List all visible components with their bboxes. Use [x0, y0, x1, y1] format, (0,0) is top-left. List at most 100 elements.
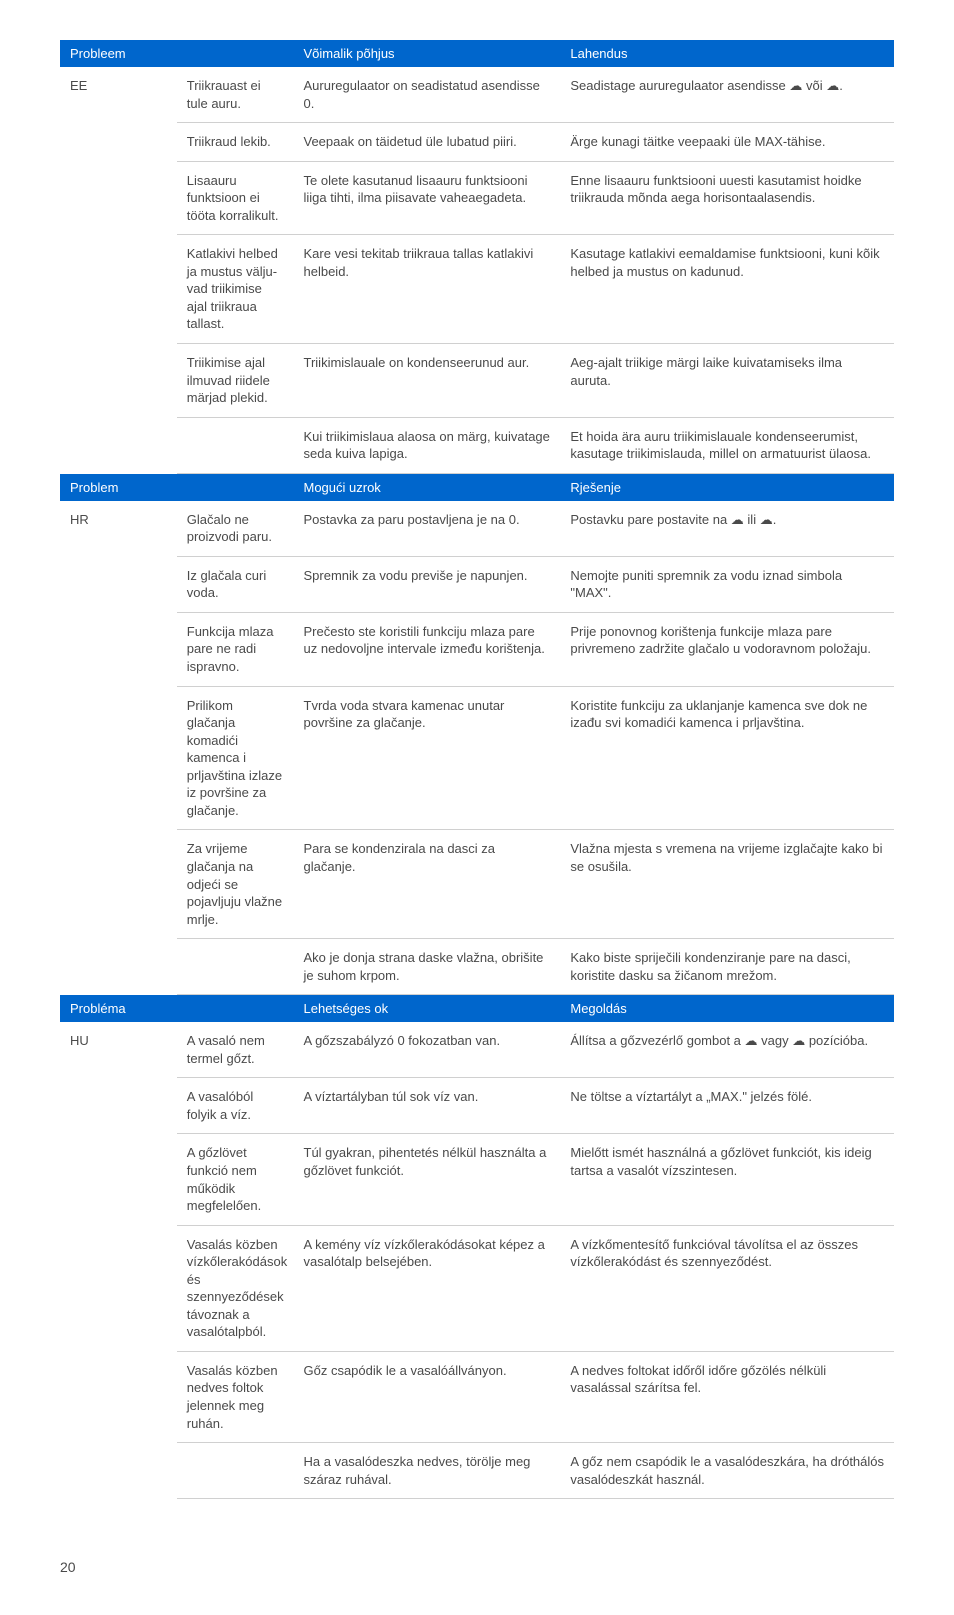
table-cell: Mielőtt ismét használná a gőzlövet funkc…	[560, 1134, 894, 1225]
table-cell: A nedves foltokat időről időre gőzölés n…	[560, 1351, 894, 1442]
table-cell: Ha a vasalódeszka nedves, törölje meg sz…	[294, 1443, 561, 1499]
table-cell: Veepaak on täidetud üle lubatud piiri.	[294, 123, 561, 162]
table-cell: Koristite funkciju za uklanjanje kamenca…	[560, 686, 894, 830]
table-cell: Ärge kunagi täitke veepaaki üle MAX-tähi…	[560, 123, 894, 162]
table-row: EETriikrauast ei tule auru.Aururegulaato…	[60, 67, 894, 123]
table-row: Vasalás közben vízkőlerakódások és szenn…	[60, 1225, 894, 1351]
table-row: Ako je donja strana daske vlažna, obriši…	[60, 939, 894, 995]
page-number: 20	[60, 1559, 894, 1575]
column-header: Probleem	[60, 40, 294, 67]
country-code	[60, 686, 177, 830]
table-row: Ha a vasalódeszka nedves, törölje meg sz…	[60, 1443, 894, 1499]
country-code	[60, 235, 177, 344]
table-cell: A vízkőmentesítő funkcióval távolítsa el…	[560, 1225, 894, 1351]
table-cell: A kemény víz vízkőlerakódásokat képez a …	[294, 1225, 561, 1351]
country-code	[60, 1351, 177, 1442]
table-cell: Prečesto ste koristili funkciju mla­za p…	[294, 612, 561, 686]
table-row: HUA vasaló nem termel gőzt.A gőzszabályz…	[60, 1022, 894, 1078]
table-cell: Funkcija mlaza pare ne radi ispravno.	[177, 612, 294, 686]
table-cell: Vasalás közben nedves foltok jelennek me…	[177, 1351, 294, 1442]
table-cell: Et hoida ära auru triikimislauale konden…	[560, 417, 894, 473]
table-row: Triikraud lekib.Veepaak on täidetud üle …	[60, 123, 894, 162]
column-header: Võimalik põhjus	[294, 40, 561, 67]
table-cell: Postavka za paru postavljena je na 0.	[294, 501, 561, 557]
table-cell: A gőzlövet funkció nem működik megfelelő…	[177, 1134, 294, 1225]
table-cell: Enne lisaauru funktsiooni uuesti kasutam…	[560, 161, 894, 235]
table-cell: Para se kondenzirala na dasci za glačanj…	[294, 830, 561, 939]
table-cell: Te olete kasutanud lisaauru funktsiooni …	[294, 161, 561, 235]
country-code	[60, 1225, 177, 1351]
column-header: Lehetséges ok	[294, 995, 561, 1022]
table-cell: Iz glačala curi voda.	[177, 556, 294, 612]
country-code	[60, 556, 177, 612]
country-code	[60, 830, 177, 939]
country-code	[60, 417, 177, 473]
table-cell: Za vrijeme glačanja na odjeći se pojavlj…	[177, 830, 294, 939]
table-cell	[177, 1443, 294, 1499]
country-code	[60, 939, 177, 995]
table-row: Lisaauru funktsioon ei tööta korralikult…	[60, 161, 894, 235]
troubleshooting-table: ProblémaLehetséges okMegoldásHUA vasaló …	[60, 995, 894, 1499]
table-row: Katlakivi helbed ja mustus välju­vad tri…	[60, 235, 894, 344]
column-header: Probléma	[60, 995, 294, 1022]
country-code	[60, 612, 177, 686]
table-cell: A gőzszabályzó 0 fokozatban van.	[294, 1022, 561, 1078]
table-cell: A vasaló nem termel gőzt.	[177, 1022, 294, 1078]
table-cell: A gőz nem csapódik le a vasalódeszkára, …	[560, 1443, 894, 1499]
table-cell: Lisaauru funktsioon ei tööta korralikult…	[177, 161, 294, 235]
country-code: EE	[60, 67, 177, 123]
table-cell: Ne töltse a víztartályt a „MAX." jelzés …	[560, 1078, 894, 1134]
table-cell: Állítsa a gőzvezérlő gombot a ☁ vagy ☁ p…	[560, 1022, 894, 1078]
country-code: HU	[60, 1022, 177, 1078]
country-code	[60, 1078, 177, 1134]
table-cell: Ako je donja strana daske vlažna, obriši…	[294, 939, 561, 995]
table-cell: Nemojte puniti spremnik za vodu iznad si…	[560, 556, 894, 612]
table-cell: Glačalo ne proizvodi paru.	[177, 501, 294, 557]
troubleshooting-table: ProbleemVõimalik põhjusLahendusEETriikra…	[60, 40, 894, 474]
table-cell: Triikraud lekib.	[177, 123, 294, 162]
column-header: Mogući uzrok	[294, 474, 561, 501]
table-cell: Kasutage katlakivi eemaldamise funktsioo…	[560, 235, 894, 344]
column-header: Lahendus	[560, 40, 894, 67]
table-cell: Túl gyakran, pihentetés nélkül használta…	[294, 1134, 561, 1225]
table-cell: Gőz csapódik le a vasalóállványon.	[294, 1351, 561, 1442]
table-cell: Spremnik za vodu previše je napunjen.	[294, 556, 561, 612]
table-cell: Tvrda voda stvara kamenac unutar površin…	[294, 686, 561, 830]
column-header: Rješenje	[560, 474, 894, 501]
country-code	[60, 1134, 177, 1225]
table-row: Triikimise ajal ilmuvad riidele märjad p…	[60, 344, 894, 418]
table-cell: Kui triikimislaua alaosa on märg, kuivat…	[294, 417, 561, 473]
table-cell: Triikrauast ei tule auru.	[177, 67, 294, 123]
table-cell: Prije ponovnog korištenja funkcije mlaza…	[560, 612, 894, 686]
column-header: Megoldás	[560, 995, 894, 1022]
table-cell: Postavku pare postavite na ☁ ili ☁.	[560, 501, 894, 557]
table-cell: Triikimise ajal ilmuvad riidele märjad p…	[177, 344, 294, 418]
table-cell: Triikimislauale on kondenseerunud aur.	[294, 344, 561, 418]
table-cell: Aururegulaator on seadistatud asendisse …	[294, 67, 561, 123]
table-row: A gőzlövet funkció nem működik megfelelő…	[60, 1134, 894, 1225]
table-cell: Seadistage aururegulaator asendisse ☁ võ…	[560, 67, 894, 123]
table-row: Za vrijeme glačanja na odjeći se pojavlj…	[60, 830, 894, 939]
country-code	[60, 1443, 177, 1499]
table-cell	[177, 417, 294, 473]
table-row: Iz glačala curi voda.Spremnik za vodu pr…	[60, 556, 894, 612]
column-header: Problem	[60, 474, 294, 501]
table-cell: Prilikom glačanja komadići kamenca i prl…	[177, 686, 294, 830]
country-code	[60, 123, 177, 162]
table-cell: A vasalóból folyik a víz.	[177, 1078, 294, 1134]
table-row: Prilikom glačanja komadići kamenca i prl…	[60, 686, 894, 830]
table-cell: Vasalás közben vízkőlerakódások és szenn…	[177, 1225, 294, 1351]
table-row: A vasalóból folyik a víz.A víztartályban…	[60, 1078, 894, 1134]
table-cell: Aeg-ajalt triikige märgi laike kuivatami…	[560, 344, 894, 418]
table-cell: Kare vesi tekitab triikraua tallas katla…	[294, 235, 561, 344]
country-code	[60, 344, 177, 418]
troubleshooting-table: ProblemMogući uzrokRješenjeHRGlačalo ne …	[60, 474, 894, 995]
table-row: HRGlačalo ne proizvodi paru.Postavka za …	[60, 501, 894, 557]
table-cell	[177, 939, 294, 995]
table-cell: A víztartályban túl sok víz van.	[294, 1078, 561, 1134]
table-row: Vasalás közben nedves foltok jelennek me…	[60, 1351, 894, 1442]
table-row: Kui triikimislaua alaosa on märg, kuivat…	[60, 417, 894, 473]
table-cell: Vlažna mjesta s vremena na vrijeme izgla…	[560, 830, 894, 939]
country-code: HR	[60, 501, 177, 557]
table-row: Funkcija mlaza pare ne radi ispravno.Pre…	[60, 612, 894, 686]
